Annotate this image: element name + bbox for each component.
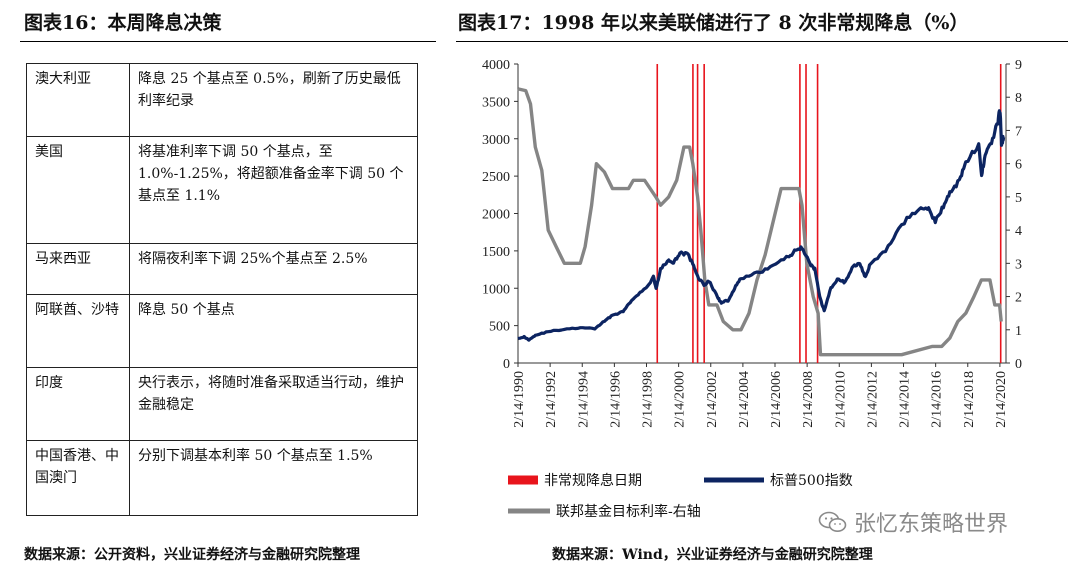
wechat-icon — [818, 511, 847, 532]
y-right-tick-label: 6 — [1015, 158, 1022, 173]
x-tick-label: 2/14/2006 — [769, 371, 784, 428]
figure-17-title: 图表17：1998 年以来美联储进行了 8 次非常规降息（%） — [458, 12, 969, 34]
x-tick-label: 2/14/1998 — [641, 371, 656, 428]
country-cell: 阿联酋、沙特 — [26, 294, 130, 368]
action-cell: 降息 25 个基点至 0.5%，刷新了历史最低利率纪录 — [129, 63, 418, 137]
rate-cut-decision-table: 澳大利亚 降息 25 个基点至 0.5%，刷新了历史最低利率纪录 美国 将基准利… — [26, 63, 418, 516]
fed-rate-sp500-chart: 0 500 1000 1500 2000 2500 3000 3500 4000 0 1 2 3 4 5 6 7… — [482, 58, 1022, 520]
x-tick-label: 2/14/2002 — [705, 371, 720, 428]
y-left-tick-label: 500 — [489, 320, 510, 335]
table-row: 阿联酋、沙特 降息 50 个基点 — [26, 294, 418, 368]
legend-label: 联邦基金目标利率-右轴 — [556, 503, 701, 520]
watermark-text: 张忆东策略世界 — [854, 512, 1009, 537]
y-right-tick-label: 0 — [1015, 357, 1022, 372]
country-cell: 马来西亚 — [26, 243, 130, 295]
x-tick-label: 2/14/1994 — [576, 371, 591, 428]
country-cell: 美国 — [26, 136, 130, 244]
country-cell: 澳大利亚 — [26, 63, 130, 137]
y-left-tick-label: 4000 — [482, 58, 510, 73]
fed-funds-rate-line — [517, 87, 1003, 357]
x-tick-label: 2/14/2008 — [801, 371, 816, 428]
y-left-tick-label: 1500 — [482, 245, 510, 260]
source-note-left: 数据来源：公开资料，兴业证券经济与金融研究院整理 — [24, 547, 360, 563]
x-tick-label: 2/14/1992 — [544, 371, 559, 428]
legend-label: 标普500指数 — [770, 473, 853, 489]
table-row: 印度 央行表示，将随时准备采取适当行动，维护金融稳定 — [26, 367, 418, 441]
table-row: 澳大利亚 降息 25 个基点至 0.5%，刷新了历史最低利率纪录 — [26, 63, 418, 137]
title-underline-right — [456, 41, 1068, 42]
legend-label: 非常规降息日期 — [544, 472, 642, 489]
y-right-tick-label: 9 — [1015, 58, 1022, 73]
action-cell: 降息 50 个基点 — [129, 294, 418, 368]
y-left-tick-label: 2000 — [482, 208, 510, 223]
x-tick-label: 2/14/2016 — [930, 371, 945, 428]
y-left-tick-label: 3000 — [482, 133, 510, 148]
rate-cut-markers — [656, 64, 1002, 363]
x-tick-label: 2/14/2010 — [833, 371, 848, 428]
country-cell: 中国香港、中国澳门 — [26, 440, 130, 516]
x-tick-label: 2/14/2004 — [737, 371, 752, 428]
action-cell: 将基准利率下调 50 个基点，至 1.0%-1.25%，将超额准备金率下调 50… — [129, 136, 418, 244]
x-tick-label: 2/14/1996 — [608, 371, 623, 428]
country-cell: 印度 — [26, 367, 130, 441]
y-left-tick-label: 3500 — [482, 95, 510, 110]
source-note-right: 数据来源：Wind，兴业证券经济与金融研究院整理 — [552, 547, 873, 563]
x-tick-label: 2/14/2014 — [898, 371, 913, 428]
y-right-tick-label: 8 — [1015, 91, 1022, 106]
x-tick-label: 2/14/2012 — [865, 371, 880, 428]
y-right-tick-label: 5 — [1015, 191, 1022, 206]
y-right-tick-label: 2 — [1015, 291, 1022, 306]
table-row: 马来西亚 将隔夜利率下调 25%个基点至 2.5% — [26, 243, 418, 295]
y-right-tick-label: 1 — [1015, 324, 1022, 339]
action-cell: 央行表示，将随时准备采取适当行动，维护金融稳定 — [129, 367, 418, 441]
y-left-tick-label: 2500 — [482, 170, 510, 185]
y-left-tick-label: 0 — [503, 357, 510, 372]
y-right-tick-label: 7 — [1015, 124, 1022, 139]
y-right-tick-label: 3 — [1015, 257, 1022, 272]
figure-16-title: 图表16：本周降息决策 — [24, 12, 222, 34]
chart-axes: 0 500 1000 1500 2000 2500 3000 3500 4000 0 1 2 3 4 5 6 7… — [482, 58, 1022, 428]
action-cell: 将隔夜利率下调 25%个基点至 2.5% — [129, 243, 418, 295]
x-tick-label: 2/14/2020 — [994, 371, 1009, 428]
chart-series — [517, 87, 1006, 357]
sp500-line — [517, 109, 1006, 342]
x-tick-label: 2/14/2018 — [962, 371, 977, 428]
y-right-tick-label: 4 — [1015, 224, 1022, 239]
x-tick-label: 2/14/1990 — [512, 371, 527, 428]
table-row: 美国 将基准利率下调 50 个基点，至 1.0%-1.25%，将超额准备金率下调… — [26, 136, 418, 244]
title-underline-left — [20, 41, 436, 42]
action-cell: 分别下调基本利率 50 个基点至 1.5% — [129, 440, 418, 516]
y-left-tick-label: 1000 — [482, 282, 510, 297]
watermark: 张忆东策略世界 — [818, 506, 1008, 538]
x-tick-label: 2/14/2000 — [673, 371, 688, 428]
table-row: 中国香港、中国澳门 分别下调基本利率 50 个基点至 1.5% — [26, 440, 418, 516]
